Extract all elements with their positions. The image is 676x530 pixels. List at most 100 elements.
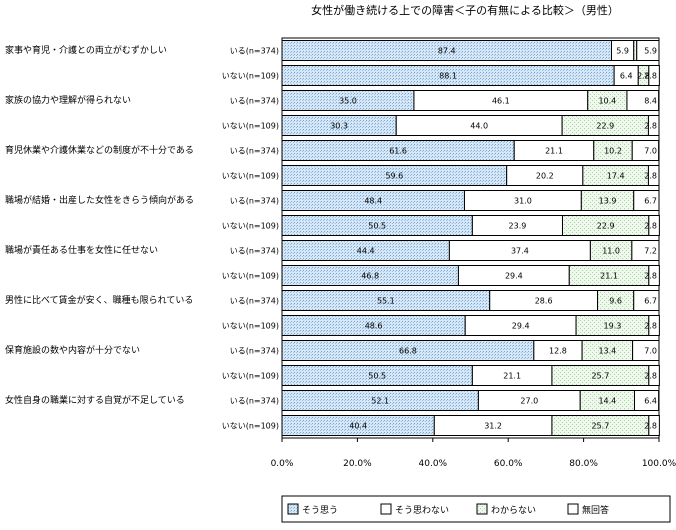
data-label: 23.9 [509, 222, 527, 231]
data-label: 14.4 [598, 397, 616, 406]
data-label: 6.4 [644, 397, 657, 406]
plot-frame [281, 37, 660, 439]
bar-segment [648, 215, 660, 236]
data-label: 61.6 [389, 147, 407, 156]
bar-segment [647, 115, 660, 136]
category-label: 職場が結婚・出産した女性をきらう傾向がある [5, 194, 194, 206]
bar-segment [631, 140, 660, 161]
data-label: 48.4 [364, 197, 382, 206]
data-label: 21.1 [503, 372, 521, 381]
category-label: 女性自身の職業に対する自覚が不足している [5, 394, 185, 406]
group-label: いない(n=109) [222, 172, 279, 181]
data-label: 12.8 [549, 347, 567, 356]
data-label: 30.3 [330, 122, 348, 131]
data-label: 2.8 [644, 222, 657, 231]
data-label: 44.0 [470, 122, 488, 131]
x-tick-label: 40.0% [419, 459, 448, 469]
data-label: 5.9 [616, 47, 629, 56]
data-label: 35.0 [339, 97, 357, 106]
data-label: 5.9 [644, 47, 657, 56]
data-label: 2.8 [644, 172, 657, 181]
data-label: 88.1 [439, 72, 457, 81]
data-label: 2.8 [644, 272, 657, 281]
bar-segment [636, 40, 660, 61]
data-label: 50.5 [368, 372, 386, 381]
legend: そう思う そう思わない わからない 無回答 [281, 495, 671, 523]
bar-segment [648, 265, 660, 286]
data-label: 59.6 [385, 172, 403, 181]
group-label: いない(n=109) [222, 272, 279, 281]
data-label: 25.7 [591, 372, 609, 381]
data-label: 13.9 [599, 197, 617, 206]
data-label: 66.8 [399, 347, 417, 356]
legend-swatch [567, 503, 579, 515]
bar-segment [648, 65, 660, 86]
group-label: いる(n=374) [230, 297, 279, 306]
group-label: いない(n=109) [222, 72, 279, 81]
data-label: 7.0 [644, 147, 657, 156]
data-label: 2.8 [637, 72, 650, 81]
group-label: いる(n=374) [230, 147, 279, 156]
data-label: 20.2 [536, 172, 554, 181]
x-tick-label: 80.0% [569, 459, 598, 469]
chart-title: 女性が働き続ける上での障害＜子の有無による比較＞（男性） [311, 3, 619, 17]
data-label: 52.1 [371, 397, 389, 406]
data-label: 2.8 [644, 422, 657, 431]
data-label: 10.4 [598, 97, 616, 106]
bar-segment [633, 190, 660, 211]
group-label: いる(n=374) [230, 397, 279, 406]
data-label: 31.2 [484, 422, 502, 431]
data-label: 6.4 [620, 72, 633, 81]
data-label: 25.7 [591, 422, 609, 431]
data-label: 17.4 [607, 172, 625, 181]
bar-segment [631, 240, 660, 261]
data-label: 9.6 [609, 297, 622, 306]
data-label: 87.4 [438, 47, 456, 56]
group-label: いる(n=374) [230, 247, 279, 256]
data-label: 29.4 [505, 272, 523, 281]
bar-segment [626, 90, 660, 111]
bar-segment [633, 390, 660, 411]
legend-label: そう思う [302, 505, 338, 516]
data-label: 48.6 [365, 322, 383, 331]
data-label: 21.1 [600, 272, 618, 281]
data-label: 7.0 [644, 347, 657, 356]
legend-label: わからない [491, 505, 536, 516]
group-label: いない(n=109) [222, 122, 279, 131]
bar-segment [632, 340, 660, 361]
group-label: いない(n=109) [222, 422, 279, 431]
legend-swatch [476, 503, 488, 515]
group-label: いない(n=109) [222, 372, 279, 381]
legend-frame [281, 495, 671, 523]
data-label: 29.4 [512, 322, 530, 331]
group-label: いない(n=109) [222, 222, 279, 231]
legend-label: そう思わない [395, 505, 449, 516]
data-label: 28.6 [535, 297, 553, 306]
category-label: 職場が責任ある仕事を女性に任せない [5, 244, 158, 256]
group-label: いる(n=374) [230, 197, 279, 206]
data-label: 40.4 [349, 422, 367, 431]
data-label: 55.1 [377, 297, 395, 306]
category-label: 保育施設の数や内容が十分でない [5, 344, 140, 356]
data-label: 2.8 [644, 122, 657, 131]
x-tick-label: 20.0% [343, 459, 372, 469]
group-label: いない(n=109) [222, 322, 279, 331]
data-label: 19.3 [604, 322, 622, 331]
data-label: 2.8 [644, 322, 657, 331]
x-tick-label: 0.0% [271, 459, 294, 469]
data-label: 21.1 [545, 147, 563, 156]
data-label: 6.7 [644, 297, 657, 306]
data-label: 46.1 [492, 97, 510, 106]
bar-segment [648, 415, 660, 436]
bar-segment [633, 290, 660, 311]
data-label: 6.7 [644, 197, 657, 206]
category-label: 男性に比べて賃金が安く、職種も限られている [5, 294, 193, 306]
data-label: 27.0 [520, 397, 538, 406]
group-label: いる(n=374) [230, 347, 279, 356]
legend-swatch [380, 503, 392, 515]
data-label: 10.2 [604, 147, 622, 156]
data-label: 46.8 [361, 272, 379, 281]
bar-segment [648, 365, 660, 386]
x-tick-label: 100.0% [642, 459, 676, 469]
